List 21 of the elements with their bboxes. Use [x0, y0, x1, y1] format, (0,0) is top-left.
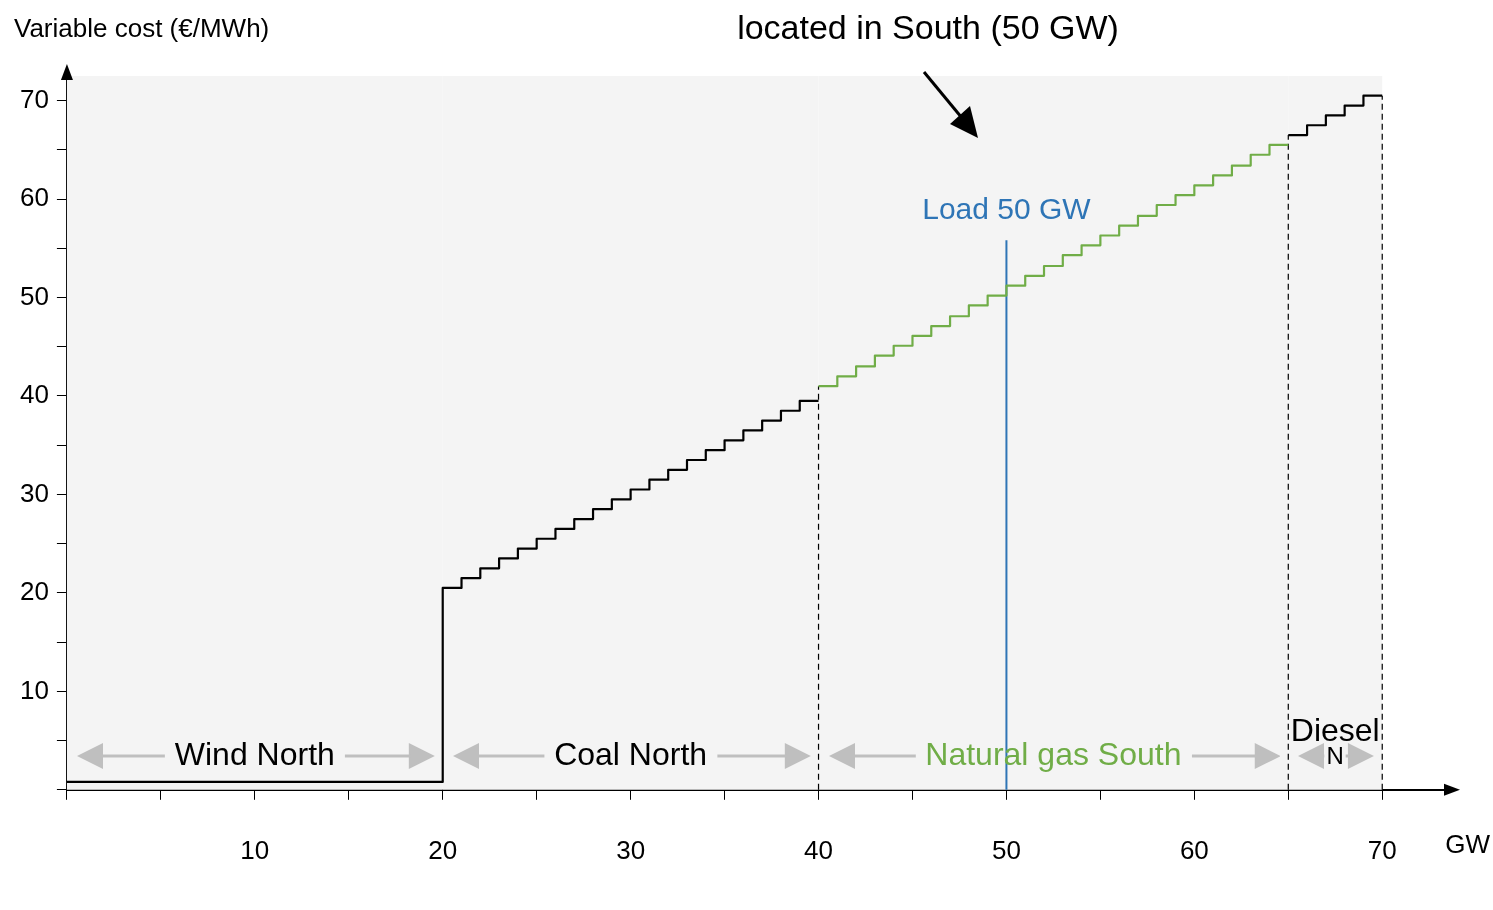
ref-line-label: Load 50 GW [922, 192, 1092, 226]
x-tick-label: 20 [428, 834, 458, 865]
y-tick-label: 30 [20, 477, 49, 508]
band-label: Coal North [554, 735, 708, 772]
y-tick-label: 40 [20, 379, 49, 410]
y-tick-label: 50 [20, 280, 49, 311]
y-tick-label: 20 [20, 576, 49, 607]
x-tick-label: 10 [240, 834, 270, 865]
band-label: Diesel N [1290, 711, 1380, 770]
chart-title: located in South (50 GW) [737, 8, 1119, 47]
y-tick-label: 70 [20, 83, 49, 114]
x-axis-title: GW [1445, 828, 1491, 859]
x-tick-label: 30 [616, 834, 646, 865]
x-tick-label: 60 [1179, 834, 1209, 865]
band-label: Wind North [174, 735, 335, 772]
x-tick-label: 40 [804, 834, 833, 865]
y-tick-label: 60 [20, 182, 49, 213]
y-axis-title: Variable cost (€/MWh) [14, 13, 270, 44]
x-tick-label: 70 [1367, 834, 1397, 865]
y-tick-label: 10 [20, 674, 49, 705]
x-tick-label: 50 [991, 834, 1021, 865]
